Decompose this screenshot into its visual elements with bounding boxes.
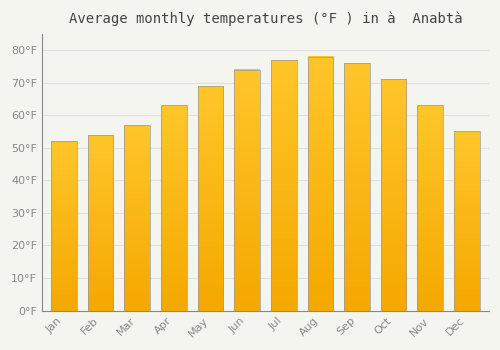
Bar (381, 79, 406, 310)
Bar (124, 125, 150, 310)
Bar (198, 86, 224, 310)
Bar (234, 70, 260, 310)
Bar (51, 141, 77, 310)
Bar (88, 135, 114, 310)
Bar (161, 105, 186, 310)
Title: Average monthly temperatures (°F ) in à  Anabtà: Average monthly temperatures (°F ) in à … (68, 11, 462, 26)
Bar (271, 60, 296, 310)
Bar (344, 63, 370, 310)
Bar (454, 132, 479, 310)
Bar (308, 56, 333, 310)
Bar (418, 105, 443, 310)
